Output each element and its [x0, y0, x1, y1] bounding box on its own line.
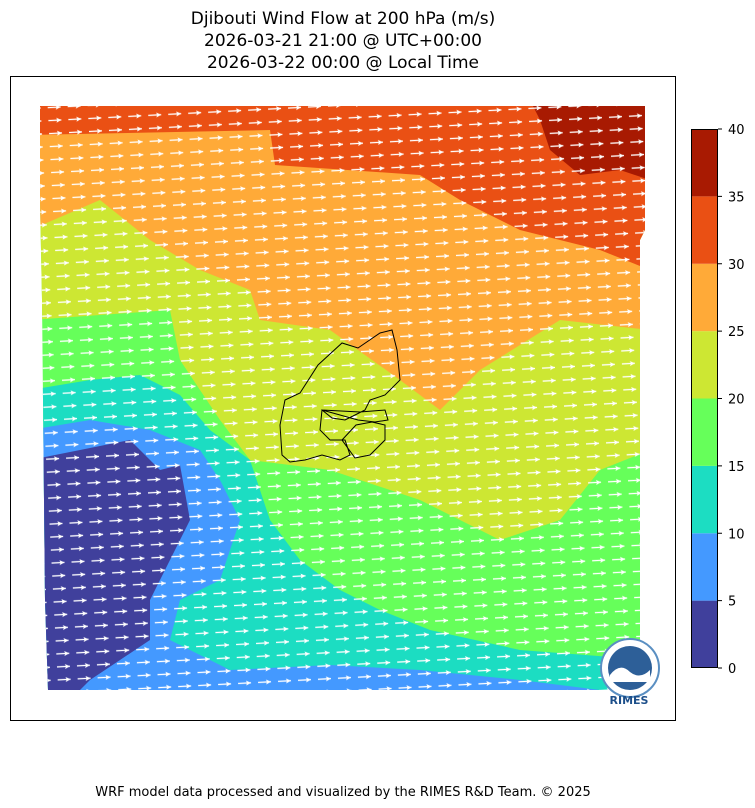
colorbar-segment — [691, 263, 718, 332]
logo-text: RIMES — [610, 694, 649, 707]
footer: WRF model data processed and visualized … — [95, 785, 591, 800]
colorbar-tick-label: 40 — [728, 123, 745, 138]
colorbar-segment — [691, 331, 718, 399]
wind-arrows — [40, 106, 645, 690]
djibouti-border — [279, 329, 401, 463]
logo-globe — [608, 646, 652, 690]
title-line: Djibouti Wind Flow at 200 hPa (m/s) — [191, 9, 495, 29]
colorbar-tick-label: 35 — [728, 190, 745, 205]
colorbar-segment — [691, 398, 718, 466]
colorbar-tick-label: 5 — [728, 595, 736, 610]
colorbar-segment — [691, 533, 718, 601]
colorbar-tick-label: 15 — [728, 460, 745, 475]
colorbar-tick-label: 10 — [728, 527, 745, 542]
logo-wave — [610, 667, 650, 682]
colorbar-segment — [691, 465, 718, 534]
wind-field — [40, 106, 645, 690]
title-line: 2026-03-22 00:00 @ Local Time — [207, 53, 479, 73]
colorbar-frame — [691, 129, 718, 668]
colorbar: 0 5 10 15 20 25 30 35 40 — [691, 123, 745, 677]
map-frame — [10, 76, 676, 721]
colorbar-segment — [691, 600, 718, 668]
colorbar-tick-label: 0 — [728, 662, 736, 677]
colorbar-segment — [691, 196, 718, 264]
colorbar-tick-label: 30 — [728, 258, 745, 273]
colorbar-tick-label: 25 — [728, 325, 745, 340]
rimes-logo: RIMES — [600, 638, 660, 707]
title-line: 2026-03-21 21:00 @ UTC+00:00 — [204, 31, 482, 51]
colorbar-segment — [691, 129, 718, 197]
colorbar-tick-label: 20 — [728, 393, 745, 408]
